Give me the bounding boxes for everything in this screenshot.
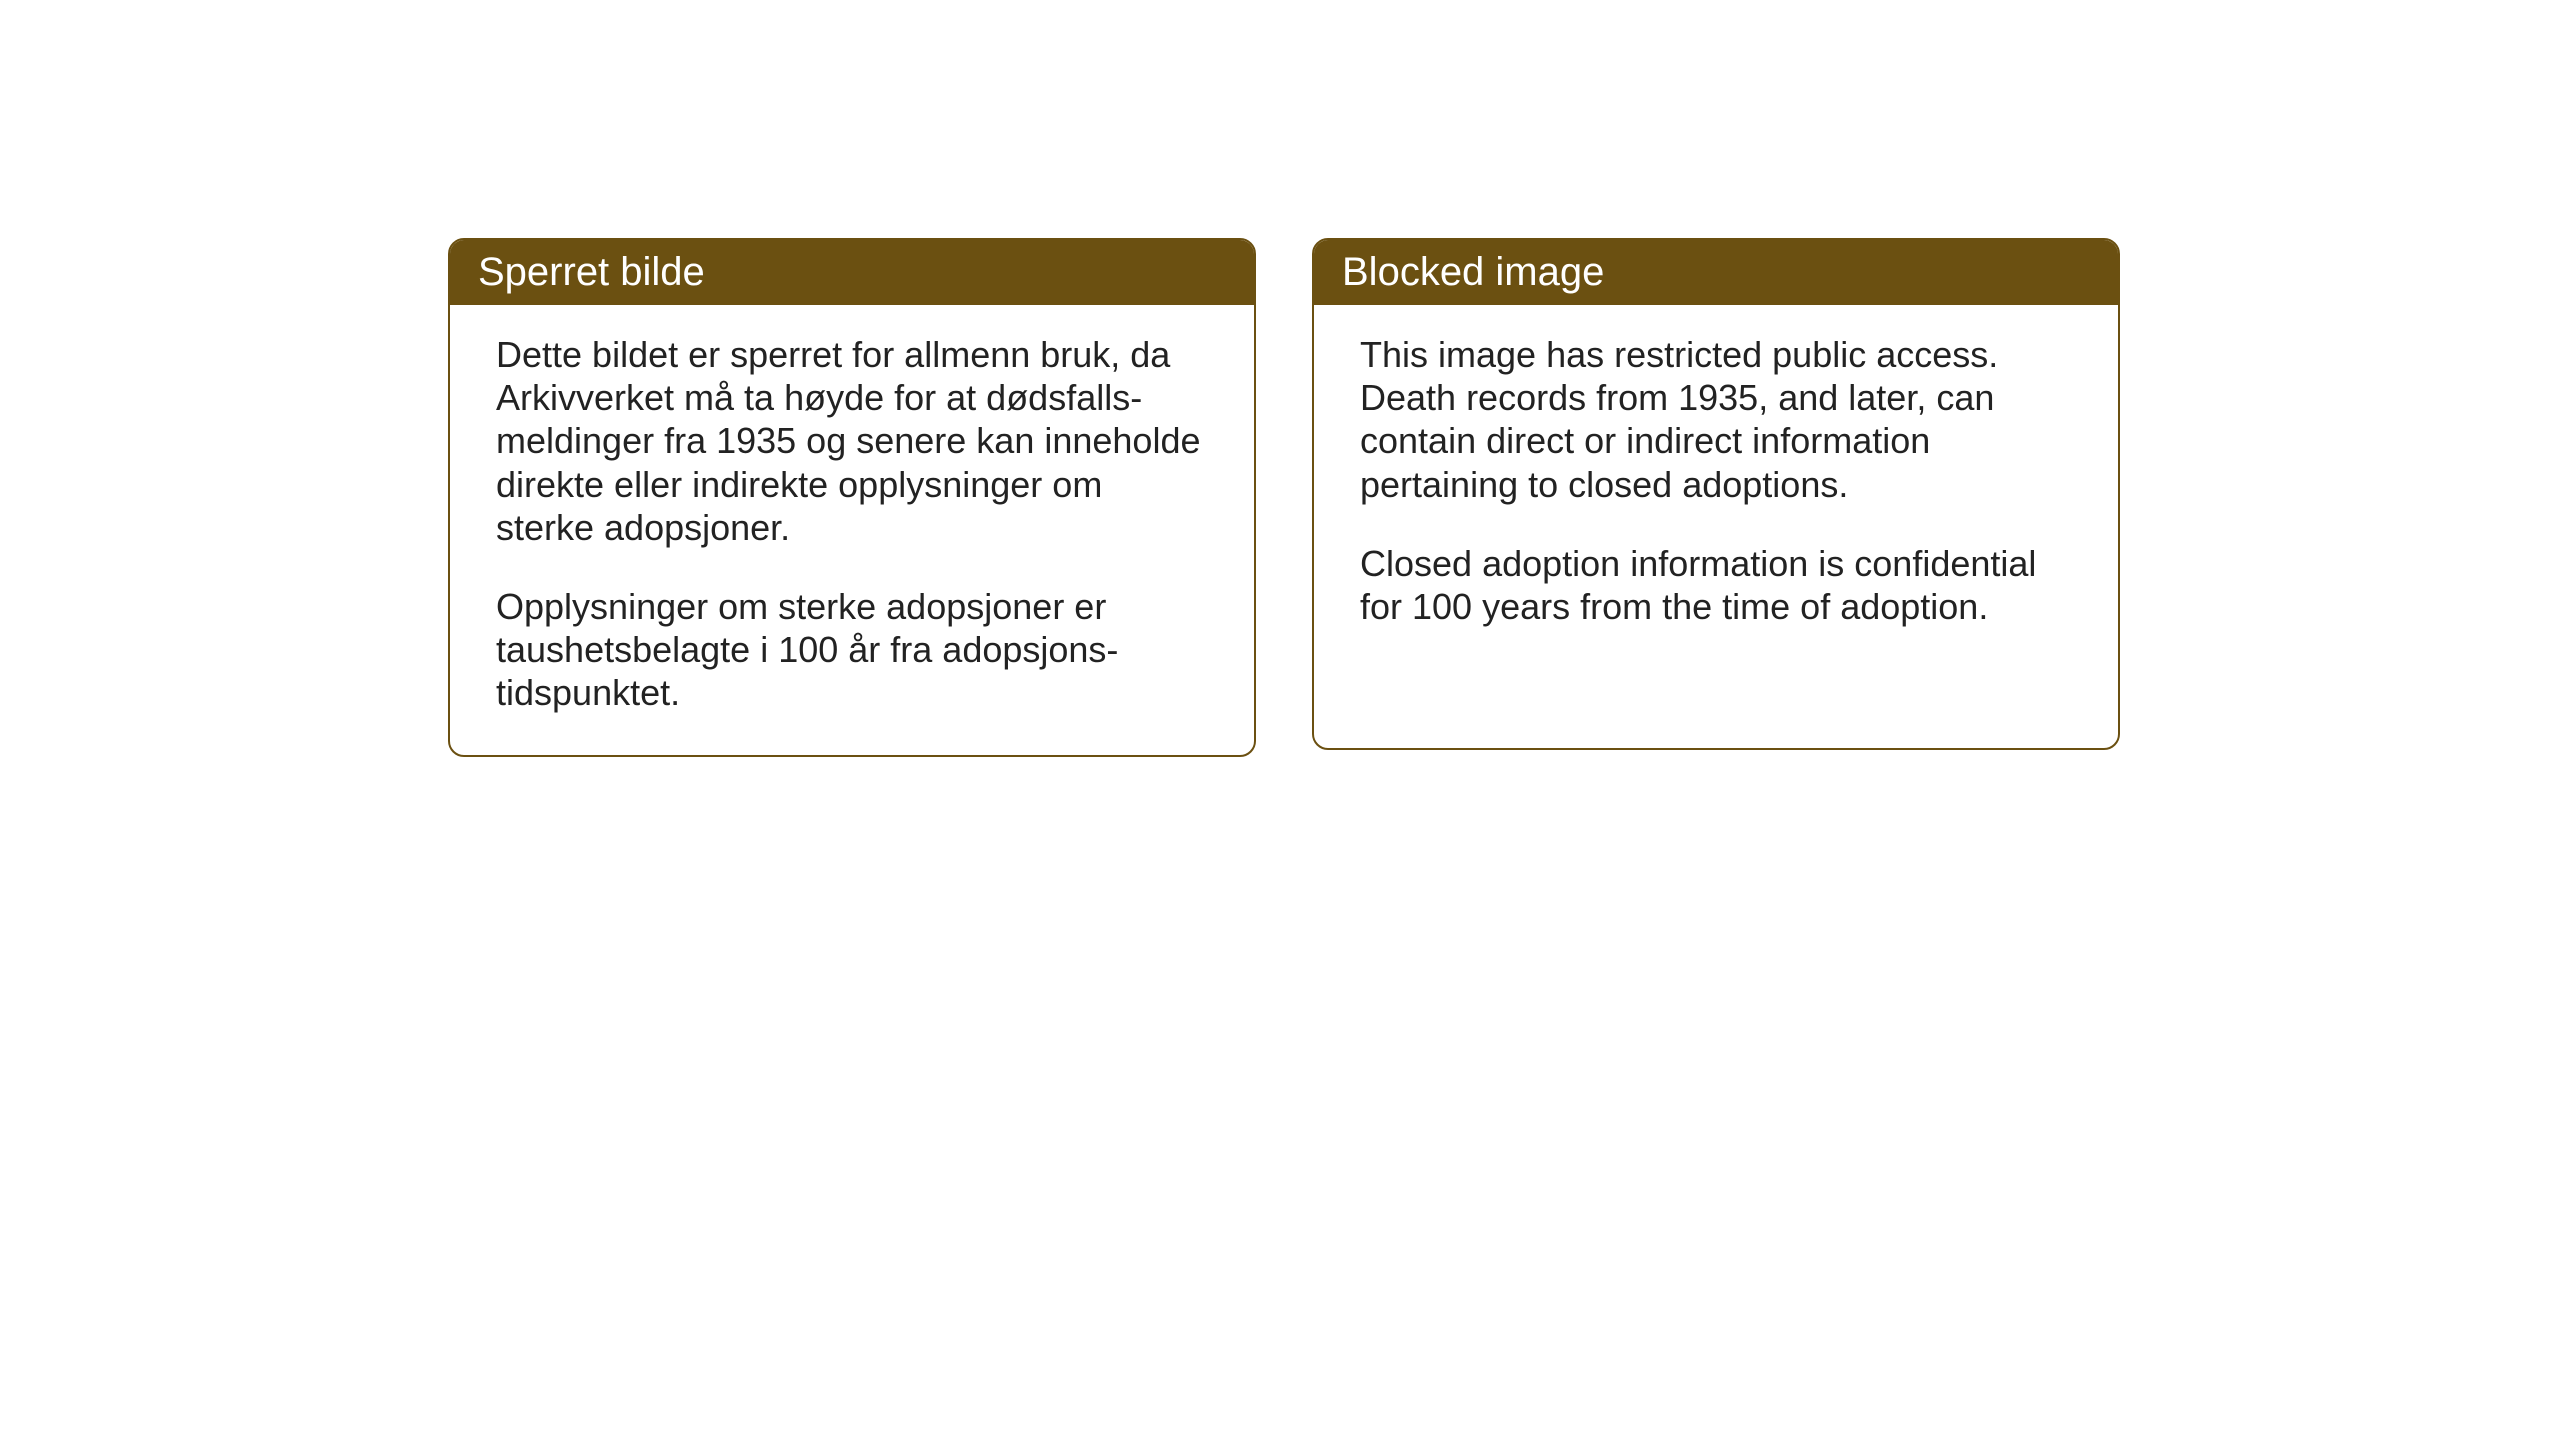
card-english-header: Blocked image <box>1314 240 2118 305</box>
card-norwegian-paragraph-1: Dette bildet er sperret for allmenn bruk… <box>496 333 1208 549</box>
card-norwegian: Sperret bilde Dette bildet er sperret fo… <box>448 238 1256 757</box>
card-english-paragraph-2: Closed adoption information is confident… <box>1360 542 2072 628</box>
card-english-body: This image has restricted public access.… <box>1314 305 2118 668</box>
card-english-paragraph-1: This image has restricted public access.… <box>1360 333 2072 506</box>
card-english: Blocked image This image has restricted … <box>1312 238 2120 750</box>
card-container: Sperret bilde Dette bildet er sperret fo… <box>448 238 2120 757</box>
card-norwegian-paragraph-2: Opplysninger om sterke adopsjoner er tau… <box>496 585 1208 715</box>
card-norwegian-header: Sperret bilde <box>450 240 1254 305</box>
card-norwegian-body: Dette bildet er sperret for allmenn bruk… <box>450 305 1254 755</box>
